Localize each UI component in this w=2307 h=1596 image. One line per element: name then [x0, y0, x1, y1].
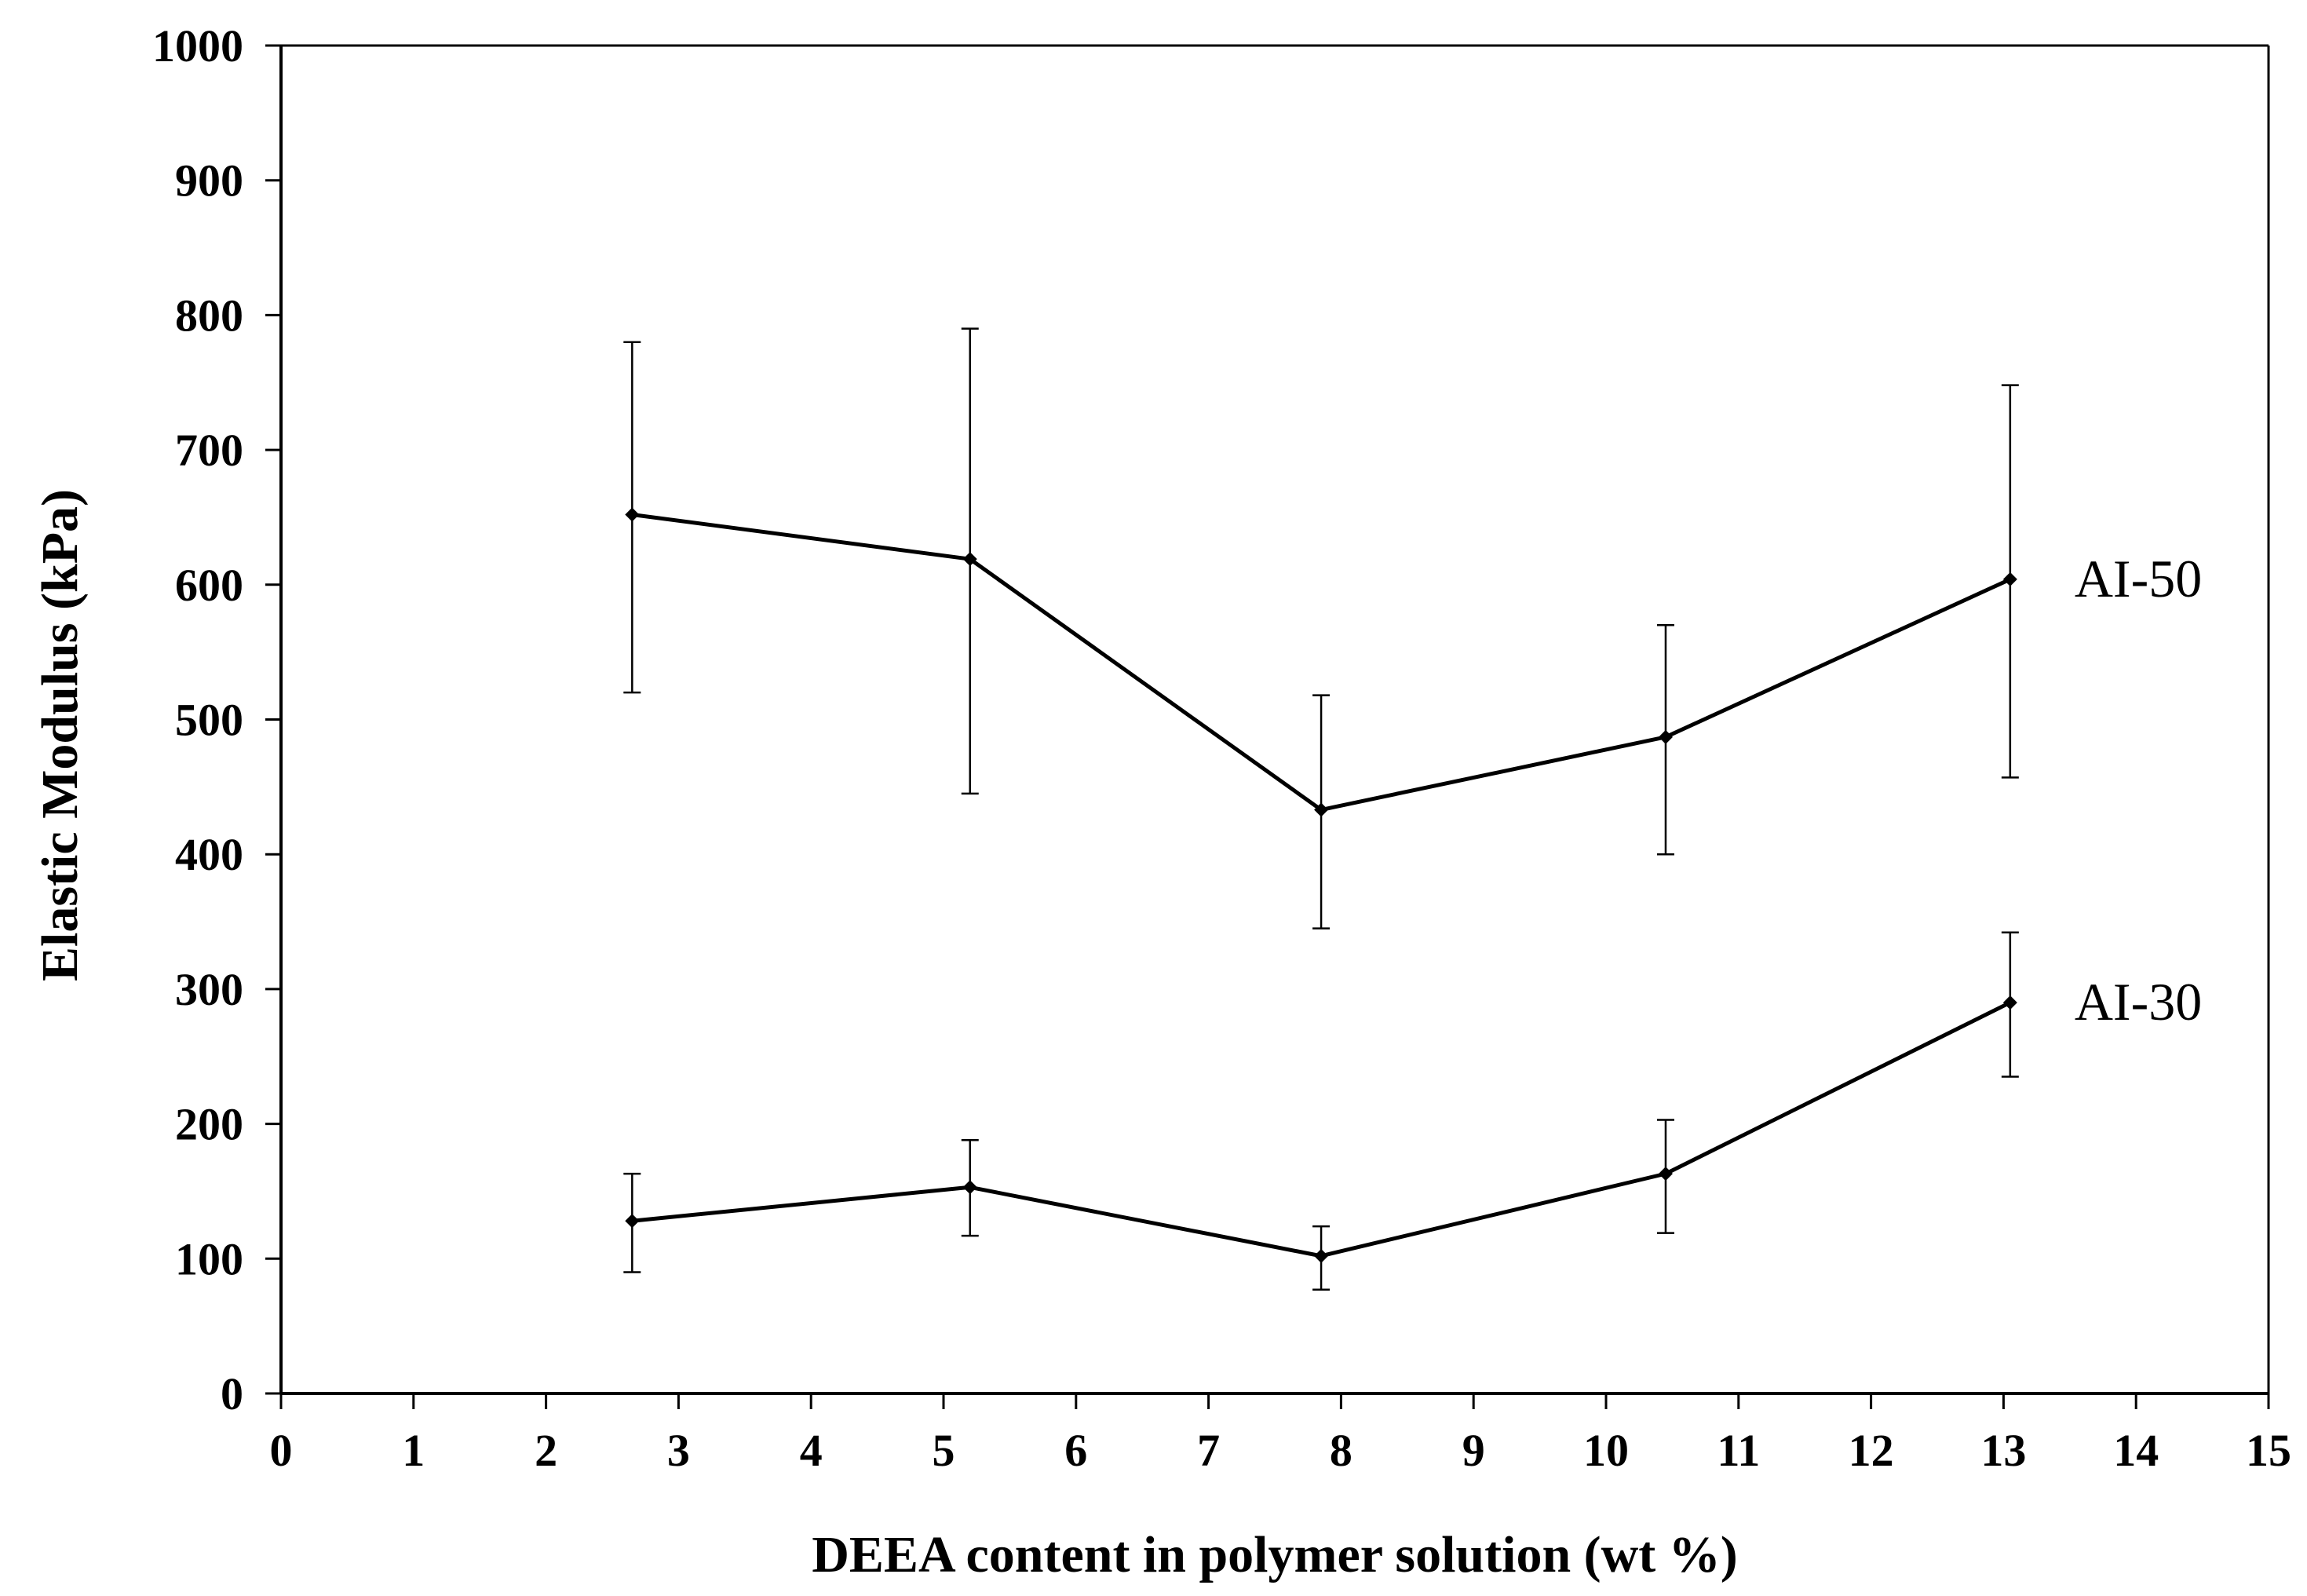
- x-tick-label: 10: [1583, 1425, 1629, 1476]
- y-tick-label: 0: [221, 1368, 243, 1419]
- series-label: AI-30: [2075, 972, 2202, 1032]
- x-tick-label: 8: [1330, 1425, 1352, 1476]
- y-tick-label: 200: [175, 1099, 243, 1150]
- y-tick-label: 800: [175, 290, 243, 341]
- data-point: [1314, 1248, 1329, 1263]
- data-point: [962, 1180, 977, 1195]
- series-ai-30: AI-30: [623, 931, 2202, 1291]
- x-tick-label: 0: [270, 1425, 293, 1476]
- data-point: [1314, 802, 1329, 817]
- x-tick-label: 2: [535, 1425, 557, 1476]
- x-tick-label: 6: [1064, 1425, 1087, 1476]
- data-point: [2002, 572, 2017, 586]
- y-tick-label: 400: [175, 829, 243, 880]
- y-axis-title: Elastic Modulus (kPa): [31, 489, 89, 981]
- y-tick-label: 100: [175, 1233, 243, 1284]
- x-tick-label: 15: [2246, 1425, 2291, 1476]
- y-ticks: 0 100 200 300 400 500 600 700 800 900 1000: [152, 20, 281, 1419]
- series-label: AI-50: [2075, 549, 2202, 608]
- x-tick-label: 14: [2113, 1425, 2159, 1476]
- x-tick-label: 11: [1717, 1425, 1760, 1476]
- x-ticks: 0 1 2 3 4 5 6 7 8 9 10 11 12 13 14 15: [270, 1393, 2291, 1476]
- x-tick-label: 7: [1197, 1425, 1220, 1476]
- data-point: [962, 552, 977, 567]
- x-tick-label: 13: [1980, 1425, 2026, 1476]
- data-point: [2002, 995, 2017, 1010]
- x-tick-label: 12: [1849, 1425, 1894, 1476]
- x-axis-title: DEEA content in polymer solution (wt %): [812, 1526, 1738, 1583]
- data-point: [625, 507, 640, 522]
- series-line: [632, 1000, 2011, 1258]
- y-tick-label: 500: [175, 695, 243, 746]
- x-tick-label: 1: [402, 1425, 425, 1476]
- data-point: [625, 1214, 640, 1229]
- x-tick-label: 9: [1462, 1425, 1485, 1476]
- y-tick-label: 600: [175, 560, 243, 611]
- data-point: [1658, 729, 1673, 744]
- x-tick-label: 5: [933, 1425, 955, 1476]
- data-point: [1658, 1167, 1673, 1181]
- y-tick-label: 1000: [152, 20, 243, 71]
- y-tick-label: 700: [175, 425, 243, 476]
- y-tick-label: 900: [175, 155, 243, 206]
- x-tick-label: 3: [667, 1425, 690, 1476]
- series-ai-50: AI-50: [623, 327, 2202, 929]
- x-tick-label: 4: [800, 1425, 823, 1476]
- axes: [279, 44, 2270, 1395]
- series-layer: AI-50 AI-30: [623, 327, 2202, 1291]
- y-tick-label: 300: [175, 964, 243, 1015]
